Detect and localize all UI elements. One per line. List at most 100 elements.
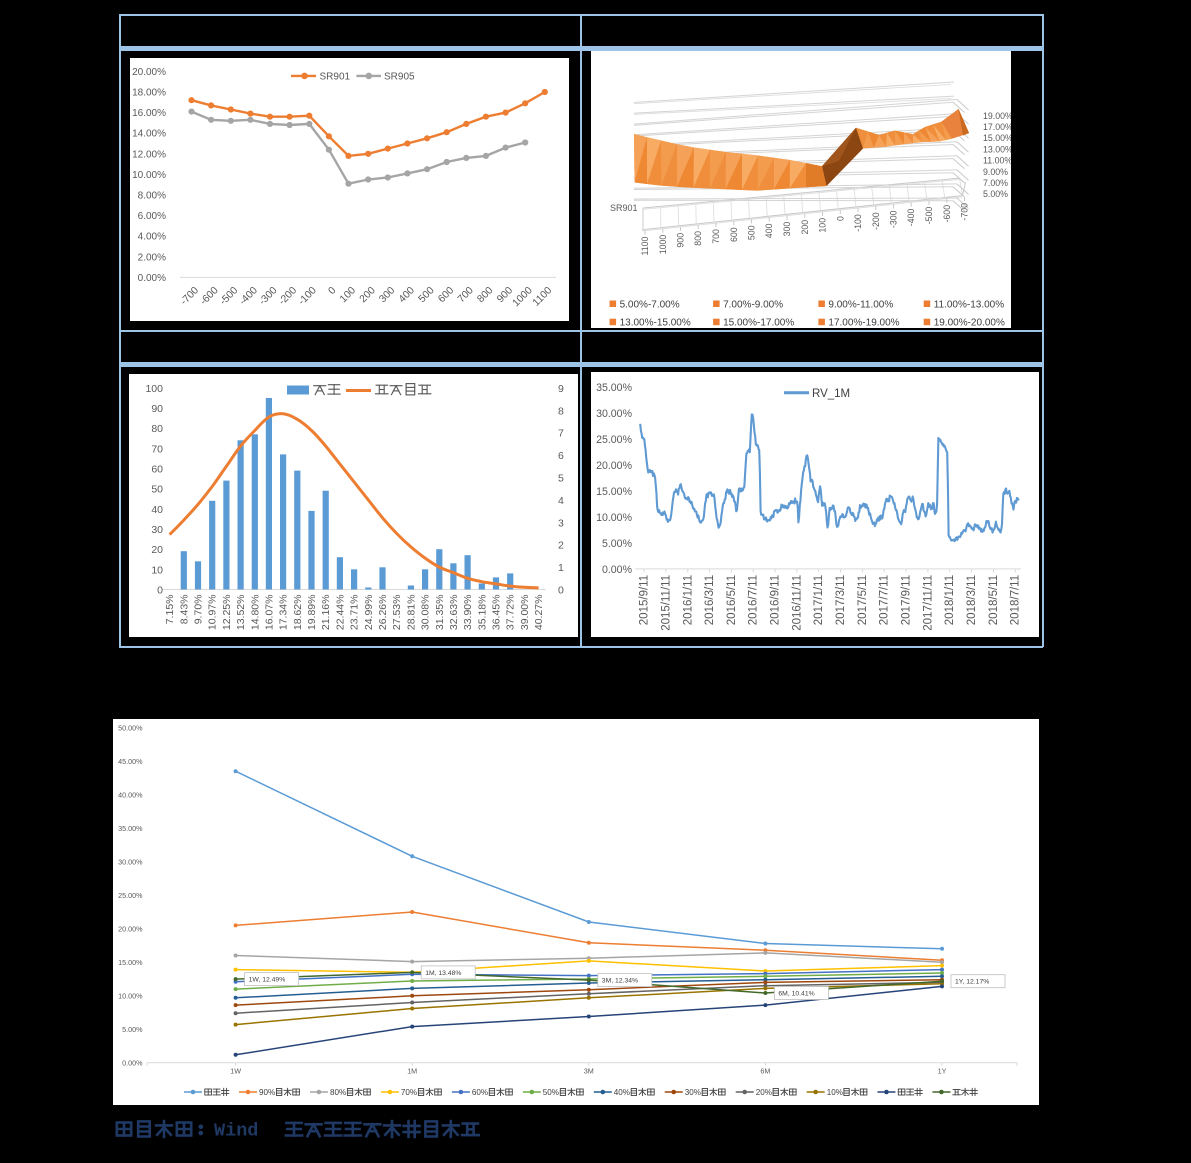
svg-text:SR901: SR901 [610,203,638,213]
svg-text:70: 70 [151,443,163,455]
svg-text:20.00%: 20.00% [596,460,633,472]
svg-text:10.00%: 10.00% [596,512,633,524]
svg-text:1M: 1M [407,1066,417,1075]
svg-text:4: 4 [558,494,564,506]
svg-text:60: 60 [151,463,163,475]
svg-text:9.70%: 9.70% [193,594,205,624]
svg-text:500: 500 [747,225,757,240]
svg-text:13.00%-15.00%: 13.00%-15.00% [620,318,691,329]
svg-text:9.00%-11.00%: 9.00%-11.00% [828,299,893,310]
svg-text:2018/5/11: 2018/5/11 [987,575,999,625]
svg-text:0.00%: 0.00% [122,1059,143,1068]
svg-text:6: 6 [558,450,564,462]
svg-text:17.00%: 17.00% [983,122,1011,132]
svg-text:Wind: Wind [214,1120,258,1141]
svg-text:-300: -300 [889,210,899,228]
svg-text:80: 80 [151,423,163,435]
svg-text:40: 40 [151,503,163,515]
svg-text:2016/5/11: 2016/5/11 [725,575,737,625]
svg-text:2017/7/11: 2017/7/11 [878,575,890,625]
svg-text:35.00%: 35.00% [596,382,633,394]
svg-text:1: 1 [558,562,564,574]
svg-text:23.71%: 23.71% [349,594,361,630]
svg-text:14.00%: 14.00% [132,129,166,140]
svg-text:13.00%: 13.00% [983,144,1011,154]
svg-text:2: 2 [558,539,564,551]
svg-text:6M, 10.41%: 6M, 10.41% [778,991,814,998]
svg-text:1W, 12.49%: 1W, 12.49% [249,977,286,984]
svg-text:45.00%: 45.00% [118,757,143,766]
svg-text:0.00%: 0.00% [601,564,632,576]
svg-text:35.18%: 35.18% [476,594,488,630]
svg-text:3M, 12.34%: 3M, 12.34% [602,978,638,985]
svg-text:5.00%: 5.00% [122,1025,143,1034]
svg-text:19.89%: 19.89% [306,594,318,630]
svg-text:28.81%: 28.81% [405,594,417,630]
svg-text:35.00%: 35.00% [118,824,143,833]
svg-text:90: 90 [151,403,163,415]
svg-text:20.00%: 20.00% [132,67,166,78]
svg-text:19.00%: 19.00% [983,111,1011,121]
svg-text:1100: 1100 [640,236,650,255]
svg-text:2017/5/11: 2017/5/11 [856,575,868,625]
svg-text:600: 600 [729,227,739,242]
svg-text:10.97%: 10.97% [207,594,219,630]
svg-text:SR901: SR901 [320,71,351,82]
svg-text:5: 5 [558,472,564,484]
svg-text:17.00%-19.00%: 17.00%-19.00% [828,318,899,329]
svg-text:6.00%: 6.00% [138,211,166,222]
svg-text:1W: 1W [230,1066,241,1075]
svg-text:39.00%: 39.00% [519,594,531,630]
svg-text:15.00%-17.00%: 15.00%-17.00% [723,318,794,329]
svg-text:20: 20 [151,544,163,556]
svg-text:1000: 1000 [658,235,668,255]
svg-text:0: 0 [157,584,163,596]
svg-text:7.15%: 7.15% [164,594,176,624]
svg-text:2015/9/11: 2015/9/11 [638,575,650,625]
svg-text:2016/11/11: 2016/11/11 [791,575,803,631]
svg-text:8.43%: 8.43% [178,594,190,624]
svg-text:10.00%: 10.00% [132,170,166,181]
svg-text:9: 9 [558,382,564,394]
svg-text:14.80%: 14.80% [249,594,261,630]
svg-text:2016/3/11: 2016/3/11 [704,575,716,625]
svg-text:0: 0 [558,584,564,596]
svg-text:19.00%-20.00%: 19.00%-20.00% [934,318,1005,329]
svg-text:5.00%: 5.00% [601,538,632,550]
svg-text:2018/1/11: 2018/1/11 [944,575,956,625]
svg-text:7.00%-9.00%: 7.00%-9.00% [723,299,783,310]
svg-text:300: 300 [782,222,792,237]
svg-text:2.00%: 2.00% [138,252,166,263]
svg-text:90%: 90% [259,1088,275,1097]
svg-text:2017/3/11: 2017/3/11 [835,575,847,625]
svg-text:33.90%: 33.90% [462,594,474,630]
svg-text:50%: 50% [543,1088,559,1097]
svg-text:21.16%: 21.16% [320,594,332,630]
svg-text:6M: 6M [760,1066,770,1075]
svg-text:4.00%: 4.00% [138,232,166,243]
svg-text:3: 3 [558,517,564,529]
svg-text:40.27%: 40.27% [533,594,545,630]
svg-text:2015/11/11: 2015/11/11 [660,575,672,631]
svg-text:100: 100 [818,218,828,233]
svg-text:5.00%: 5.00% [983,189,1008,199]
svg-text:18.62%: 18.62% [292,594,304,630]
svg-text:16.07%: 16.07% [263,594,275,630]
svg-text:70%: 70% [401,1088,417,1097]
svg-text:2018/3/11: 2018/3/11 [966,575,978,625]
svg-text:50.00%: 50.00% [118,723,143,732]
svg-text:-100: -100 [853,214,863,232]
svg-text:SR905: SR905 [384,71,415,82]
svg-text:30%: 30% [685,1088,701,1097]
svg-text:0.00%: 0.00% [138,273,166,284]
svg-text:60%: 60% [472,1088,488,1097]
svg-text:25.00%: 25.00% [118,891,143,900]
svg-text:-400: -400 [906,208,916,226]
svg-text:25.00%: 25.00% [596,434,633,446]
svg-text:2016/1/11: 2016/1/11 [682,575,694,625]
svg-text:36.45%: 36.45% [491,594,503,630]
svg-text:24.99%: 24.99% [363,594,375,630]
svg-text:37.72%: 37.72% [505,594,517,630]
svg-text:20.00%: 20.00% [118,924,143,933]
svg-text:18.00%: 18.00% [132,88,166,99]
